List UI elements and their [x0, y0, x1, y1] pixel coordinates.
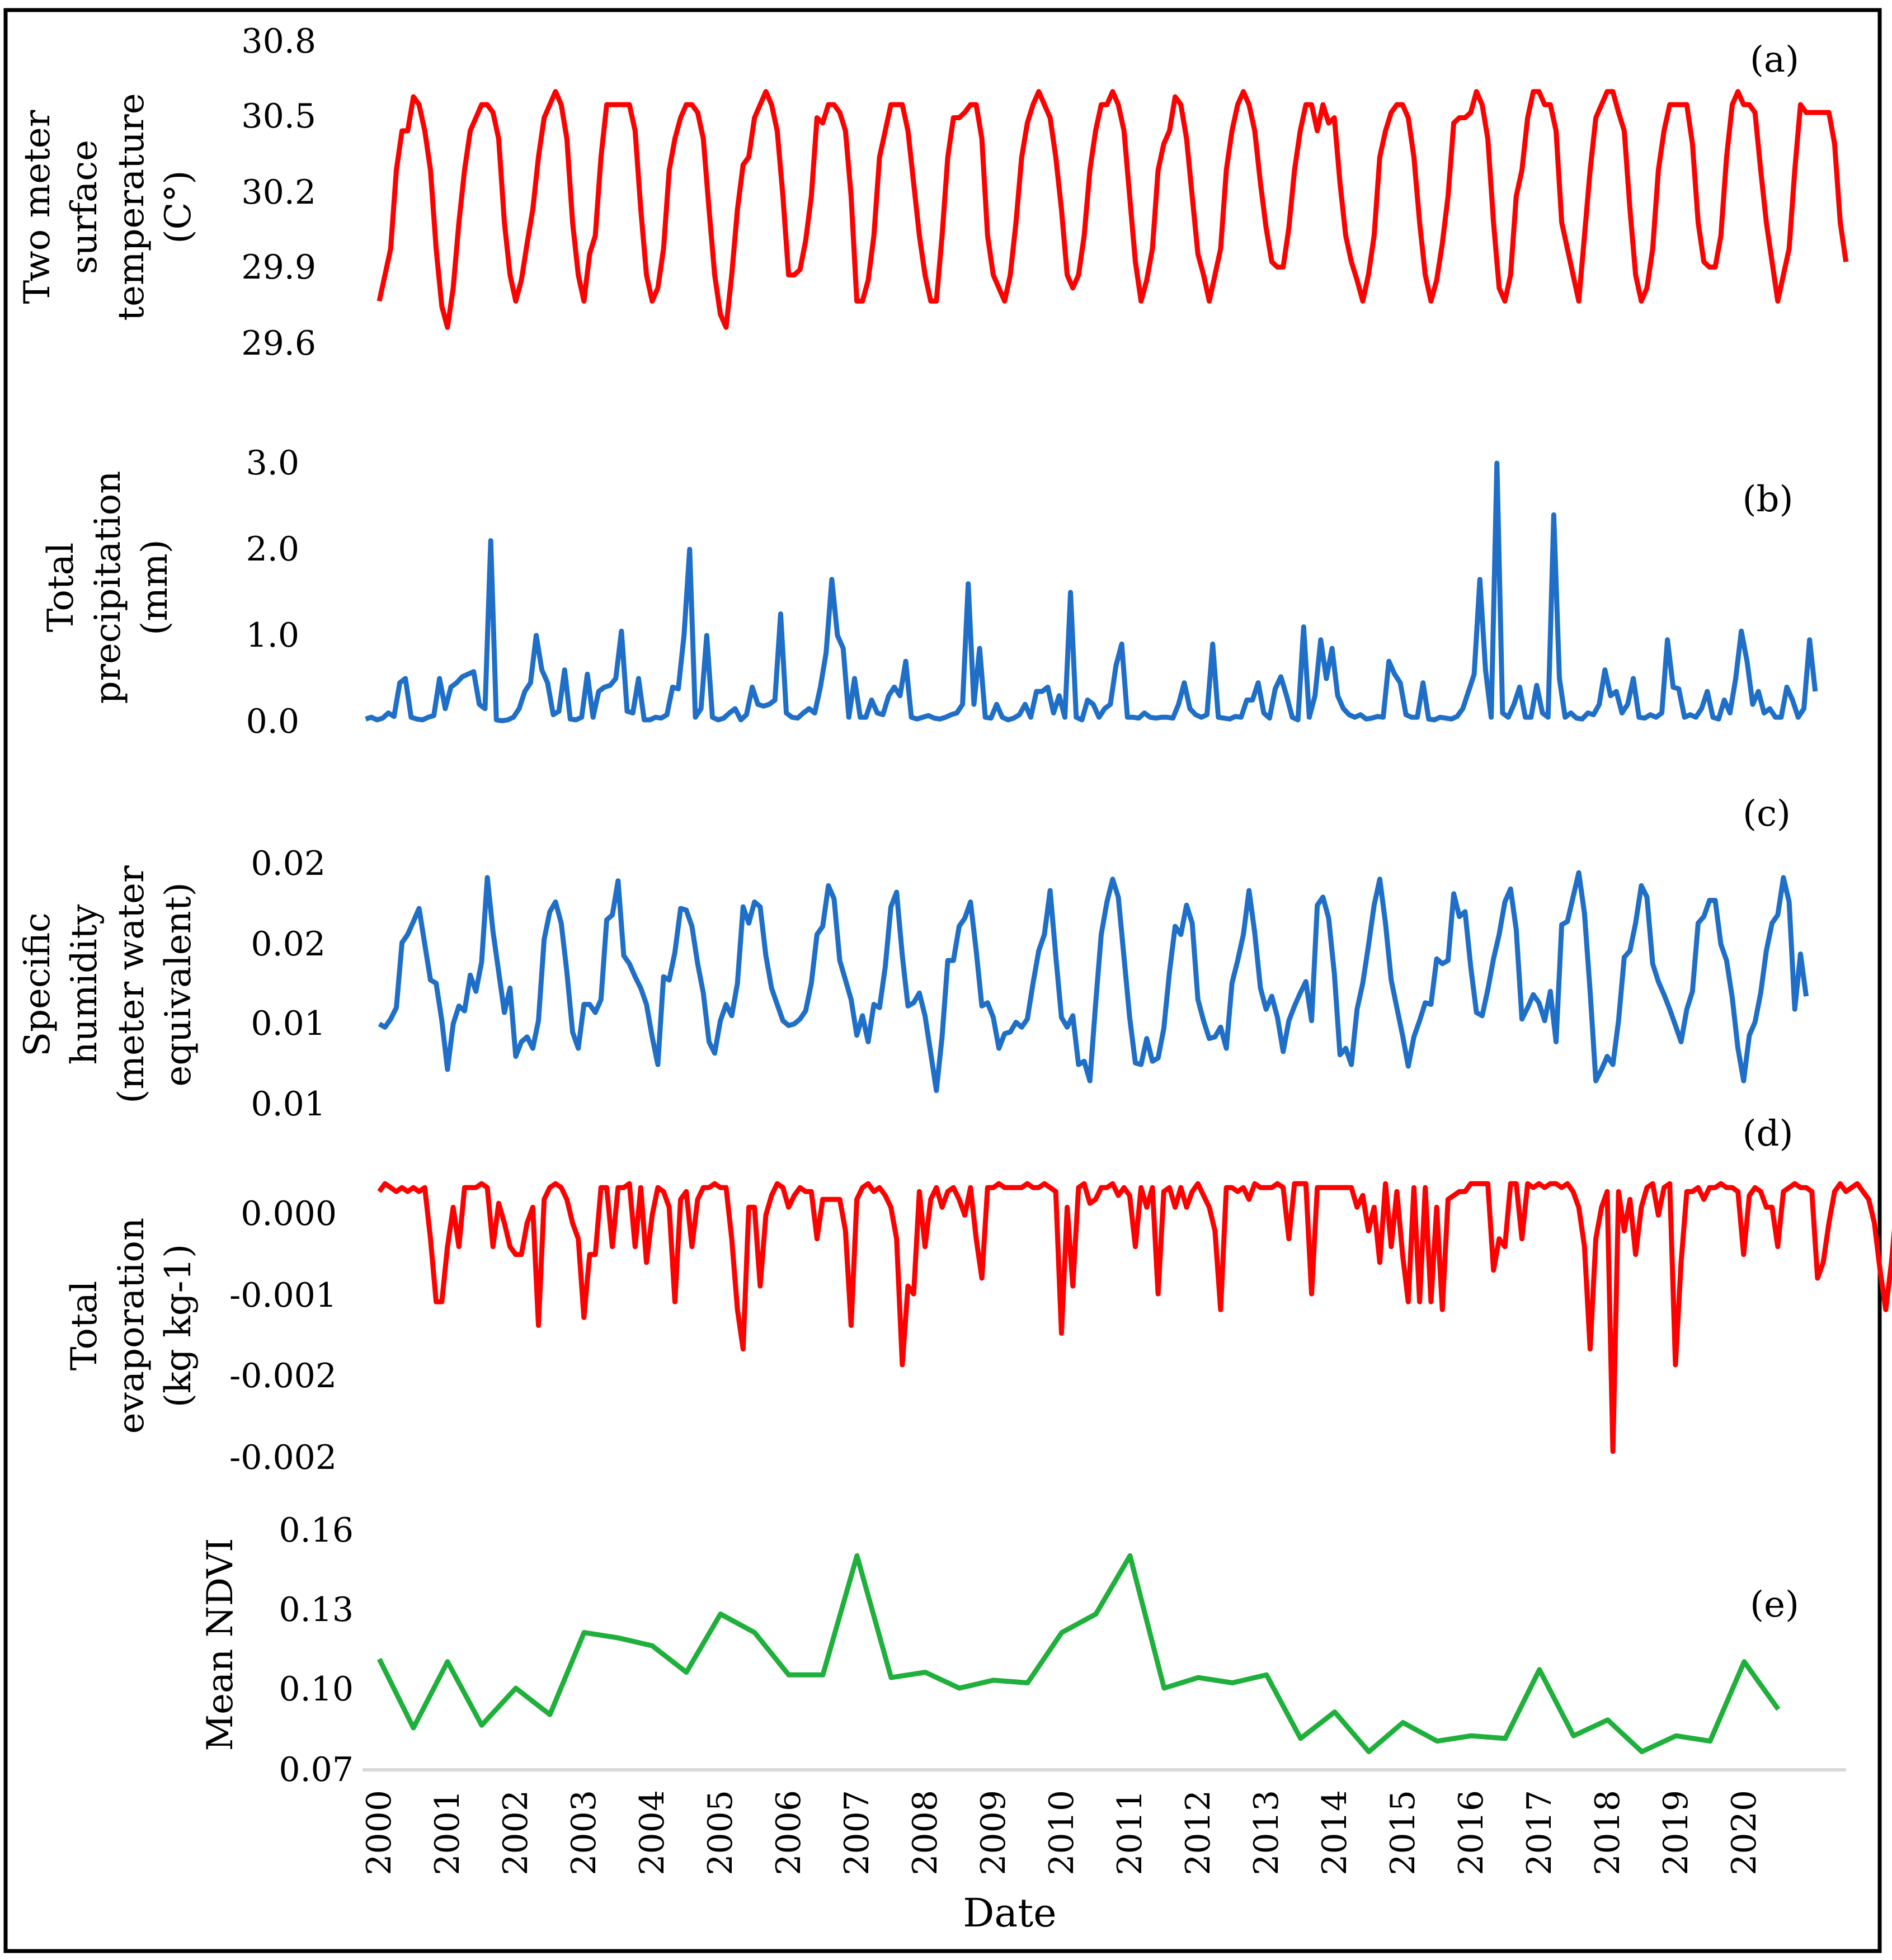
panel-b-ylabel-line-3: (mm) — [134, 539, 176, 635]
x-tick-2017: 2017 — [1520, 1790, 1559, 1876]
x-tick-2018: 2018 — [1588, 1790, 1627, 1876]
x-tick-2013: 2013 — [1247, 1790, 1286, 1876]
panel-a-ytick-4: 29.9 — [241, 248, 316, 287]
x-tick-2011: 2011 — [1110, 1790, 1150, 1876]
panel-c-ytick-1: 0.02 — [251, 844, 326, 883]
x-tick-2016: 2016 — [1452, 1790, 1491, 1876]
x-tick-2004: 2004 — [633, 1790, 672, 1876]
panel-a-ytick-3: 30.2 — [241, 173, 316, 212]
x-tick-labels: 2000 2001 2002 2003 2004 2005 2006 2007 2008 2009… — [360, 1790, 1764, 1876]
panel-b-ytick-2: 2.0 — [246, 530, 299, 569]
x-tick-2000: 2000 — [360, 1790, 399, 1876]
panel-e-ytick-2: 0.13 — [279, 1590, 354, 1629]
panel-b-series-line — [365, 460, 1818, 723]
panel-a-ylabel-line-1: Two meter — [17, 110, 58, 304]
x-tick-2012: 2012 — [1179, 1790, 1218, 1876]
panel-e-series-line — [376, 1553, 1781, 1755]
x-tick-2020: 2020 — [1725, 1790, 1764, 1876]
panel-a-ytick-1: 30.8 — [241, 22, 316, 61]
panel-c-ylabel-line-4: equivalent) — [158, 882, 199, 1086]
panel-b-ytick-1: 3.0 — [246, 444, 299, 483]
panel-d-label: (d) — [1743, 1113, 1794, 1155]
panel-e-label: (e) — [1750, 1584, 1799, 1626]
panel-d-ytick-1: 0.000 — [241, 1194, 337, 1233]
x-tick-2003: 2003 — [564, 1790, 604, 1876]
panel-d-ytick-2: -0.001 — [229, 1276, 337, 1315]
x-tick-2009: 2009 — [974, 1790, 1013, 1876]
x-tick-2019: 2019 — [1656, 1790, 1696, 1876]
panel-e-ytick-3: 0.10 — [279, 1670, 354, 1709]
x-tick-2015: 2015 — [1383, 1790, 1423, 1876]
panel-c-ylabel-line-3: (meter water — [111, 865, 152, 1104]
x-tick-2010: 2010 — [1042, 1790, 1081, 1876]
figure-frame — [3, 8, 1882, 1953]
panel-b-ylabel-line-2: precipitation — [87, 471, 129, 704]
panel-a-ytick-2: 30.5 — [241, 97, 316, 136]
panel-a-series-line — [376, 89, 1849, 330]
x-tick-2006: 2006 — [769, 1790, 808, 1876]
x-tick-2008: 2008 — [906, 1790, 945, 1876]
panel-d-ylabel-line-1: Total — [64, 1281, 105, 1371]
x-tick-2014: 2014 — [1315, 1790, 1354, 1876]
panel-a-ylabel-line-3: temperature — [111, 93, 152, 321]
panel-e-ytick-4: 0.07 — [279, 1750, 354, 1789]
panel-a: Two meter surface temperature (C°) 30.8 … — [17, 22, 1849, 363]
panel-c-label: (c) — [1743, 793, 1791, 835]
panel-a-ylabel-line-2: surface — [64, 140, 105, 274]
panel-e: Mean NDVI 0.16 0.13 0.10 0.07 (e) 2000 20… — [200, 1511, 1846, 1936]
panel-b-ylabel-line-1: Total — [40, 543, 82, 633]
panel-c-ylabel-line-1: Specific — [17, 912, 58, 1057]
panel-c-ytick-4: 0.01 — [251, 1085, 326, 1124]
x-tick-2002: 2002 — [496, 1790, 535, 1876]
panel-a-ylabel: Two meter surface temperature (C°) — [17, 93, 199, 321]
panel-a-label: (a) — [1750, 39, 1799, 81]
panel-c-ytick-3: 0.01 — [251, 1004, 326, 1043]
x-tick-2001: 2001 — [428, 1790, 467, 1876]
panel-a-ytick-5: 29.6 — [241, 324, 316, 363]
panel-d-ytick-3: -0.002 — [229, 1356, 337, 1396]
panel-d-ytick-4: -0.002 — [229, 1438, 337, 1477]
panel-c-series-line — [378, 870, 1809, 1094]
panel-a-ylabel-line-4: (C°) — [158, 171, 199, 244]
x-tick-2007: 2007 — [837, 1790, 877, 1876]
panel-d: Total evaporation (kg kg-1) 0.000 -0.001… — [64, 1113, 1892, 1477]
panel-c-ylabel-line-2: humidity — [64, 904, 105, 1065]
panel-c-ytick-2: 0.02 — [251, 925, 326, 964]
panel-b-label: (b) — [1743, 479, 1794, 520]
panel-e-ylabel-line-1: Mean NDVI — [200, 1538, 241, 1751]
panel-e-ytick-1: 0.16 — [279, 1511, 354, 1550]
x-axis-title: Date — [963, 1890, 1056, 1936]
panel-d-ylabel-line-3: (kg kg-1) — [158, 1244, 199, 1407]
panel-c: Specific humidity (meter water equivalen… — [17, 793, 1809, 1124]
panel-d-series-line — [377, 1181, 1892, 1454]
panel-b-ytick-4: 0.0 — [246, 702, 299, 741]
panel-b-ytick-3: 1.0 — [246, 616, 299, 655]
panel-b: Total precipitation (mm) 3.0 2.0 1.0 0.0… — [40, 444, 1818, 741]
x-tick-2005: 2005 — [701, 1790, 740, 1876]
panel-d-ylabel-line-2: evaporation — [111, 1218, 152, 1434]
